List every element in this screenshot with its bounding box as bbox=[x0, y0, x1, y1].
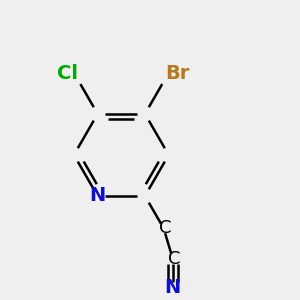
Text: N: N bbox=[89, 186, 106, 206]
Text: Br: Br bbox=[165, 64, 189, 83]
Text: N: N bbox=[165, 278, 181, 297]
Text: C: C bbox=[168, 250, 180, 268]
Text: Cl: Cl bbox=[56, 64, 77, 83]
Text: C: C bbox=[159, 219, 171, 237]
